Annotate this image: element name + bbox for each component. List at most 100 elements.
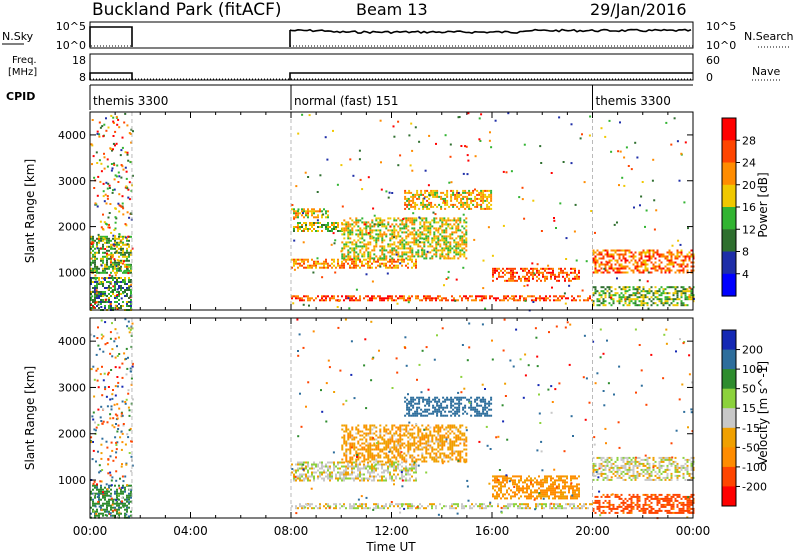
data-cell <box>391 229 394 232</box>
data-cell <box>385 452 388 455</box>
data-cell <box>395 251 398 254</box>
data-cell <box>349 297 351 300</box>
data-cell <box>401 473 403 476</box>
data-cell <box>391 436 394 439</box>
data-cell <box>651 179 654 182</box>
data-cell <box>108 498 110 501</box>
data-cell <box>536 271 538 274</box>
data-cell <box>496 267 498 270</box>
data-cell <box>415 465 417 468</box>
data-cell <box>116 251 118 254</box>
data-cell <box>421 253 424 256</box>
data-cell <box>427 221 430 224</box>
data-cell <box>130 269 132 272</box>
data-cell <box>373 458 376 461</box>
data-cell <box>345 428 348 431</box>
data-cell <box>428 402 431 405</box>
data-cell <box>304 171 307 174</box>
data-cell <box>581 507 583 510</box>
data-cell <box>409 221 412 224</box>
data-cell <box>367 266 369 269</box>
data-cell <box>114 287 116 289</box>
data-cell <box>293 210 295 213</box>
data-cell <box>592 302 595 305</box>
data-cell <box>449 448 452 451</box>
data-cell <box>395 245 398 248</box>
data-cell <box>381 249 384 252</box>
data-cell <box>437 424 440 427</box>
data-cell <box>397 253 400 256</box>
data-cell <box>379 221 382 224</box>
data-cell <box>457 503 459 506</box>
data-cell <box>333 242 336 245</box>
data-cell <box>337 262 339 265</box>
data-cell <box>94 239 96 242</box>
data-cell <box>407 432 410 435</box>
data-cell <box>359 479 361 482</box>
data-cell <box>444 406 447 409</box>
data-cell <box>660 292 663 295</box>
data-cell <box>463 251 466 254</box>
data-cell <box>323 299 325 302</box>
data-cell <box>418 197 421 200</box>
data-cell <box>565 503 567 506</box>
data-cell <box>308 114 311 117</box>
data-cell <box>343 471 345 474</box>
data-cell <box>654 251 657 254</box>
data-cell <box>589 503 591 506</box>
data-cell <box>407 241 410 244</box>
data-cell <box>317 475 319 478</box>
data-cell <box>415 442 418 445</box>
data-cell <box>455 227 458 230</box>
data-cell <box>658 298 661 301</box>
data-cell <box>435 436 438 439</box>
data-cell <box>451 444 454 447</box>
data-cell <box>421 219 424 222</box>
data-cell <box>126 283 128 285</box>
data-cell <box>604 292 607 295</box>
data-cell <box>121 202 124 205</box>
data-cell <box>612 255 615 258</box>
data-cell <box>439 440 442 443</box>
data-cell <box>647 307 650 310</box>
data-cell <box>124 223 127 226</box>
data-cell <box>122 168 125 171</box>
data-cell <box>363 477 365 480</box>
data-cell <box>96 162 99 164</box>
data-cell <box>437 221 440 224</box>
data-cell <box>441 460 444 463</box>
data-cell <box>100 259 102 262</box>
data-cell <box>461 456 464 459</box>
data-cell <box>411 251 414 254</box>
data-cell <box>122 504 124 507</box>
data-cell <box>104 486 106 489</box>
data-cell <box>523 217 526 220</box>
data-cell <box>459 237 462 240</box>
data-cell <box>373 438 376 441</box>
data-cell <box>532 267 534 270</box>
data-cell <box>107 288 110 291</box>
data-cell <box>420 408 423 411</box>
data-cell <box>90 281 92 283</box>
data-cell <box>456 196 459 199</box>
data-cell <box>110 259 112 262</box>
data-cell <box>118 287 120 289</box>
data-cell <box>367 221 370 224</box>
data-cell <box>648 288 651 291</box>
data-cell <box>367 243 370 246</box>
data-cell <box>389 460 392 463</box>
data-cell <box>383 258 385 261</box>
data-cell <box>424 410 427 413</box>
data-cell <box>438 404 441 407</box>
data-cell <box>319 266 321 269</box>
data-cell <box>403 469 405 472</box>
data-cell <box>95 151 98 154</box>
data-cell <box>521 295 523 298</box>
data-cell <box>391 243 394 246</box>
data-cell <box>341 205 344 208</box>
data-cell <box>476 203 479 206</box>
data-cell <box>301 230 303 232</box>
data-cell <box>381 475 383 478</box>
data-cell <box>365 503 367 506</box>
data-cell <box>126 211 129 214</box>
